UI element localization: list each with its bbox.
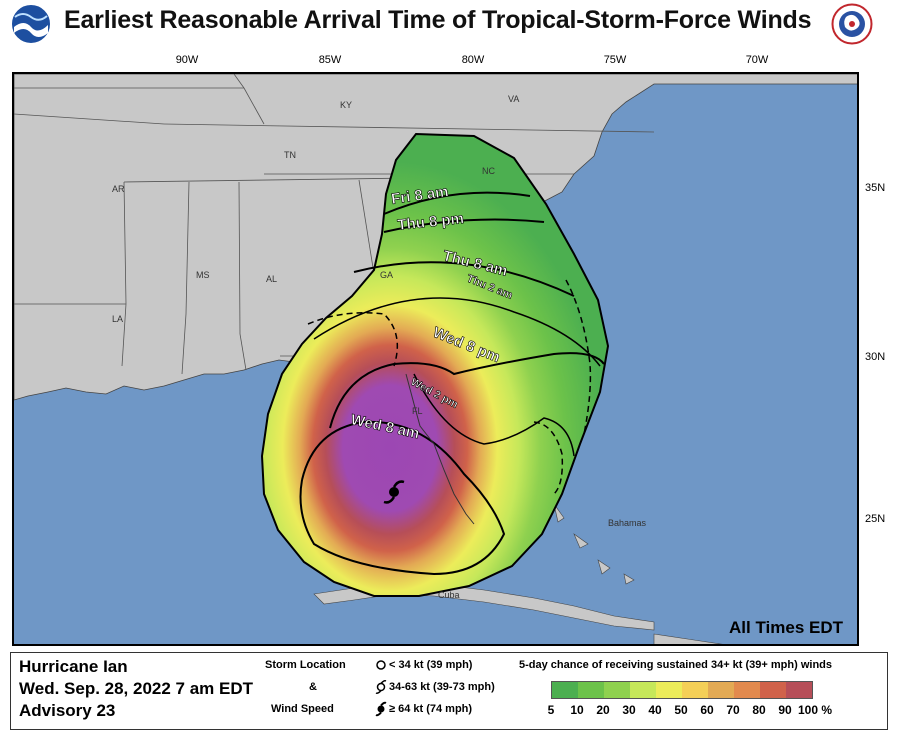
state-label: TN xyxy=(284,150,296,160)
legend-footer: Hurricane Ian Wed. Sep. 28, 2022 7 am ED… xyxy=(10,652,888,730)
probability-swatch xyxy=(760,682,786,698)
probability-label: 20 xyxy=(596,703,610,717)
legend-level-2: 34-63 kt (39-73 mph) xyxy=(389,681,495,693)
dashed-isochrones xyxy=(307,279,592,495)
probability-swatch xyxy=(734,682,760,698)
state-label: VA xyxy=(508,94,519,104)
legend-amp: & xyxy=(309,681,317,693)
low-wind-icon xyxy=(376,660,386,670)
probability-label: 80 xyxy=(752,703,766,717)
latitude-label: 35N xyxy=(865,182,886,194)
region-label: Cuba xyxy=(438,590,460,600)
latitude-label: 25N xyxy=(865,513,886,525)
florida-coastline xyxy=(405,373,475,525)
state-label: MS xyxy=(196,270,210,280)
legend-wind-speed: Wind Speed xyxy=(271,703,334,715)
longitude-label: 85W xyxy=(318,54,342,66)
latitude-label: 30N xyxy=(865,351,886,363)
probability-label: 90 xyxy=(778,703,792,717)
probability-swatch xyxy=(656,682,682,698)
state-label: LA xyxy=(112,314,123,324)
probability-label: 70 xyxy=(726,703,740,717)
arrival-contours xyxy=(299,191,605,576)
legend-level-3: ≥ 64 kt (74 mph) xyxy=(389,703,473,715)
probability-label: 100 % xyxy=(797,703,833,717)
hurricane-symbol xyxy=(383,480,405,504)
storm-info: Hurricane Ian Wed. Sep. 28, 2022 7 am ED… xyxy=(19,656,253,722)
probability-label: 60 xyxy=(700,703,714,717)
state-label: GA xyxy=(380,270,393,280)
legend-level-1: < 34 kt (39 mph) xyxy=(389,659,473,671)
legend-storm-location: Storm Location xyxy=(265,659,346,671)
probability-swatch xyxy=(786,682,812,698)
probability-label: 5 xyxy=(547,703,555,717)
map-canvas[interactable]: Fri 8 am Thu 8 pm Thu 8 am Thu 2 am Wed … xyxy=(14,74,859,646)
probability-swatch xyxy=(682,682,708,698)
state-label: FL xyxy=(412,406,423,416)
longitude-label: 90W xyxy=(175,54,199,66)
probability-title: 5-day chance of receiving sustained 34+ … xyxy=(519,659,832,671)
probability-swatch xyxy=(708,682,734,698)
probability-swatch xyxy=(552,682,578,698)
longitude-label: 75W xyxy=(603,54,627,66)
longitude-label: 70W xyxy=(745,54,769,66)
tropical-storm-icon xyxy=(375,680,387,694)
state-label: NC xyxy=(482,166,495,176)
place-labels: KY VA TN NC AR MS AL GA LA FL Bahamas Cu… xyxy=(112,94,647,600)
probability-label: 10 xyxy=(570,703,584,717)
state-boundaries xyxy=(14,74,655,375)
probability-scale xyxy=(551,681,813,699)
advisory-datetime: Wed. Sep. 28, 2022 7 am EDT xyxy=(19,679,254,698)
probability-swatch xyxy=(604,682,630,698)
map-panel[interactable]: Fri 8 am Thu 8 pm Thu 8 am Thu 2 am Wed … xyxy=(12,72,859,646)
noaa-logo xyxy=(11,4,51,44)
page-title: Earliest Reasonable Arrival Time of Trop… xyxy=(64,6,812,34)
region-label: Bahamas xyxy=(608,518,647,528)
national-weather-service-logo xyxy=(831,3,873,45)
state-label: KY xyxy=(340,100,352,110)
state-label: AL xyxy=(266,274,277,284)
probability-label: 40 xyxy=(648,703,662,717)
all-times-label: All Times EDT xyxy=(729,618,843,637)
probability-swatch xyxy=(630,682,656,698)
probability-swatch xyxy=(578,682,604,698)
probability-label: 50 xyxy=(674,703,688,717)
state-label: AR xyxy=(112,184,125,194)
longitude-label: 80W xyxy=(461,54,485,66)
hurricane-icon xyxy=(375,701,387,717)
probability-label: 30 xyxy=(622,703,636,717)
storm-name: Hurricane Ian xyxy=(19,657,128,676)
advisory-number: Advisory 23 xyxy=(19,701,116,720)
header: Earliest Reasonable Arrival Time of Trop… xyxy=(0,0,897,48)
